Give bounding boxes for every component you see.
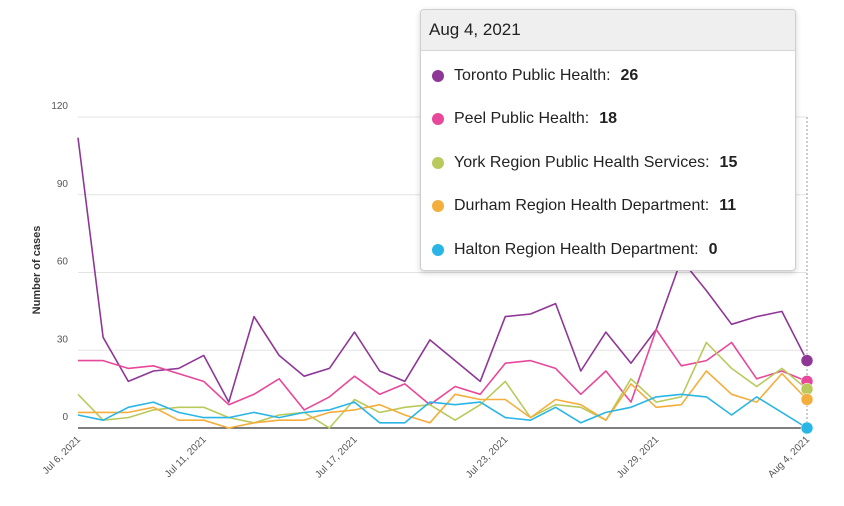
tooltip-item-label: Peel Public Health:: [454, 110, 590, 128]
tooltip-item-value: 15: [719, 153, 738, 171]
tooltip-item-label: Halton Region Health Department:: [454, 240, 699, 258]
tooltip-item: Durham Region Health Department: 11: [421, 185, 795, 229]
y-tick-label: 120: [51, 101, 68, 112]
legend-dot-icon: [432, 113, 444, 126]
hover-marker-4: [800, 421, 814, 435]
tooltip-item: Peel Public Health: 18: [421, 98, 795, 142]
x-tick-label: Jul 11, 2021: [163, 434, 209, 480]
tooltip-item-value: 18: [599, 110, 617, 128]
tooltip: Aug 4, 2021 Toronto Public Health: 26 Pe…: [420, 9, 796, 271]
tooltip-item: York Region Public Health Services: 15: [421, 141, 795, 185]
tooltip-item: Toronto Public Health: 26: [421, 54, 795, 98]
legend-dot-icon: [432, 156, 444, 169]
series-line-1: [78, 328, 808, 411]
hover-marker-3: [800, 393, 814, 406]
y-axis-ticks: 0 30 60 90 120: [51, 101, 68, 423]
tooltip-items: Toronto Public Health: 26 Peel Public He…: [421, 51, 795, 272]
legend-dot-icon: [432, 200, 444, 213]
tooltip-item-value: 26: [620, 66, 639, 84]
tooltip-item-label: Durham Region Health Department:: [454, 197, 710, 215]
x-tick-label: Aug 4, 2021: [766, 434, 812, 480]
y-tick-label: 90: [57, 179, 69, 190]
series-line-3: [78, 370, 808, 429]
tooltip-item-label: Toronto Public Health:: [454, 66, 611, 84]
tooltip-item: Halton Region Health Department: 0: [421, 228, 795, 272]
tooltip-item-label: York Region Public Health Services:: [454, 153, 710, 171]
x-tick-label: Jul 29, 2021: [615, 434, 662, 481]
hover-marker-0: [800, 354, 814, 367]
tooltip-item-value: 0: [708, 240, 718, 258]
x-tick-label: Jul 23, 2021: [464, 434, 511, 481]
y-tick-label: 60: [57, 257, 69, 268]
y-tick-label: 30: [57, 334, 69, 345]
legend-dot-icon: [432, 69, 444, 82]
x-tick-label: Jul 6, 2021: [41, 434, 84, 477]
x-axis-ticks: Jul 6, 2021 Jul 11, 2021 Jul 17, 2021 Jul 2…: [41, 434, 813, 481]
x-tick-label: Jul 17, 2021: [313, 434, 360, 481]
tooltip-title: Aug 4, 2021: [421, 10, 795, 51]
series-line-2: [77, 341, 808, 429]
series-line-4: [77, 393, 808, 429]
tooltip-item-value: 11: [719, 197, 737, 215]
y-axis-label: Number of cases: [31, 226, 43, 315]
y-tick-label: 0: [62, 412, 68, 423]
hover-markers: [800, 354, 814, 435]
legend-dot-icon: [432, 243, 444, 256]
